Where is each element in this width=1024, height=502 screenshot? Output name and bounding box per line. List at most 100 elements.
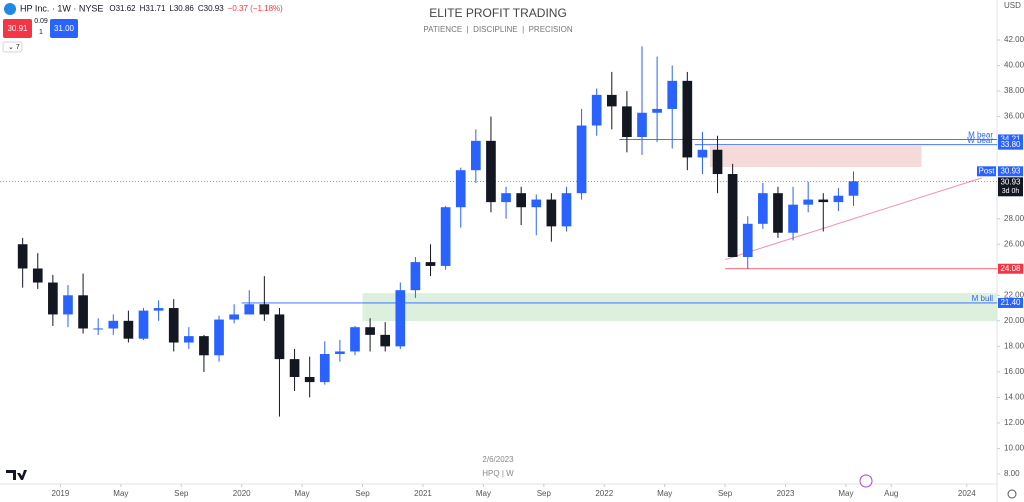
candle-body xyxy=(78,295,88,329)
candle-body xyxy=(682,80,693,158)
candle-body xyxy=(183,336,194,343)
candle-body xyxy=(199,336,209,356)
y-tick-label: 22.00 xyxy=(1004,290,1024,299)
y-tick-label: 20.00 xyxy=(1004,316,1024,325)
candle-body xyxy=(531,199,542,208)
candle-body xyxy=(576,125,587,194)
candle-body xyxy=(93,328,104,330)
candle-body xyxy=(561,193,572,227)
candle-body xyxy=(742,223,753,257)
candle-body xyxy=(758,193,768,224)
candle-body xyxy=(546,199,557,227)
ohlc-value: H31.71 xyxy=(140,4,166,13)
candle-body xyxy=(773,193,783,233)
level-tag xyxy=(998,263,1023,274)
x-tick-label: May xyxy=(113,489,128,498)
last-tag-box xyxy=(998,177,1023,197)
indicators-count: ⌄ 7 xyxy=(8,44,20,51)
level-tag xyxy=(998,139,1023,150)
indicators-toggle[interactable] xyxy=(2,41,23,53)
last-tag-value: 30.93 xyxy=(1000,177,1021,186)
zone xyxy=(709,145,922,168)
y-tick-label: 26.00 xyxy=(1004,239,1024,248)
candle-body xyxy=(486,140,496,203)
candle-body xyxy=(410,262,421,291)
zone xyxy=(362,293,998,322)
quantity: 1 xyxy=(39,29,43,36)
candle-body xyxy=(229,314,239,320)
candle-body xyxy=(833,195,844,203)
ohlc-value: C30.93 xyxy=(198,4,224,13)
spread: 0.09 xyxy=(34,18,48,25)
candle-body xyxy=(153,308,164,311)
ohlc-value: −0.37 (−1.18%) xyxy=(228,4,283,13)
y-tick-label: 10.00 xyxy=(1004,444,1024,453)
candle-body xyxy=(350,327,360,352)
settings-icon[interactable] xyxy=(1007,489,1017,499)
x-tick-label: Sep xyxy=(537,489,552,498)
trend-line xyxy=(724,177,983,261)
y-tick-label: 8.00 xyxy=(1004,469,1020,478)
y-tick-label: 42.00 xyxy=(1004,35,1024,44)
y-tick-label: 40.00 xyxy=(1004,61,1024,70)
candle-body xyxy=(803,199,814,205)
x-tick-label: 2021 xyxy=(414,489,432,498)
candle-body xyxy=(637,112,647,138)
candle-body xyxy=(289,359,300,377)
candle-body xyxy=(17,244,28,269)
y-tick-label: 38.00 xyxy=(1004,86,1024,95)
candle-body xyxy=(727,174,738,257)
chart-title: ELITE PROFIT TRADING xyxy=(429,6,567,20)
candle-body xyxy=(471,140,481,171)
candle-body xyxy=(697,149,708,158)
candle-body xyxy=(32,268,43,283)
x-tick-label: Sep xyxy=(718,489,733,498)
candle-body xyxy=(440,207,451,266)
watermark-date: 2/6/2023 xyxy=(482,455,514,464)
y-tick-label: 12.00 xyxy=(1004,418,1024,427)
chart-subtitle: PATIENCE | DISCIPLINE | PRECISION xyxy=(423,25,572,34)
x-tick-label: 2023 xyxy=(777,489,795,498)
level-tag-value: 24.08 xyxy=(1000,264,1021,273)
post-tag-value: 30.93 xyxy=(1000,166,1021,175)
level-tag-value: 21.40 xyxy=(1000,298,1021,307)
candle-body xyxy=(244,304,255,315)
candle-body xyxy=(516,193,526,208)
candle-body xyxy=(214,319,224,356)
alert-icon[interactable] xyxy=(859,474,873,488)
level-tag-value: 33.80 xyxy=(1000,140,1021,149)
level-label: M bear xyxy=(968,131,993,140)
candle-body xyxy=(788,204,798,233)
candle-body xyxy=(591,94,602,126)
candle-body xyxy=(259,304,270,315)
candle-body xyxy=(622,106,632,138)
sell-button[interactable] xyxy=(3,19,32,38)
x-tick-label: 2020 xyxy=(233,489,251,498)
x-tick-label: Aug xyxy=(884,489,898,498)
x-tick-label: May xyxy=(838,489,853,498)
y-tick-label: 14.00 xyxy=(1004,393,1024,402)
candle-body xyxy=(848,181,859,196)
candle-body xyxy=(395,290,406,347)
x-tick-label: May xyxy=(295,489,310,498)
candle-body xyxy=(335,351,345,355)
currency[interactable]: USD xyxy=(1004,1,1021,10)
watermark-symbol: HPQ | W xyxy=(482,469,514,478)
symbol-logo xyxy=(4,3,16,15)
post-tag-box xyxy=(998,166,1023,177)
candle-body xyxy=(48,282,58,315)
plot xyxy=(0,46,998,417)
candle-body xyxy=(455,170,466,208)
tv-logo[interactable] xyxy=(6,470,27,480)
buy-button[interactable] xyxy=(50,19,78,38)
candle-body xyxy=(138,310,149,339)
candle-body xyxy=(501,193,511,203)
candle-body xyxy=(712,149,723,175)
y-tick-label: 36.00 xyxy=(1004,112,1024,121)
y-tick-label: 28.00 xyxy=(1004,214,1024,223)
level-label: W bear xyxy=(967,136,993,145)
candle-body xyxy=(63,295,73,315)
x-tick-label: 2019 xyxy=(52,489,70,498)
